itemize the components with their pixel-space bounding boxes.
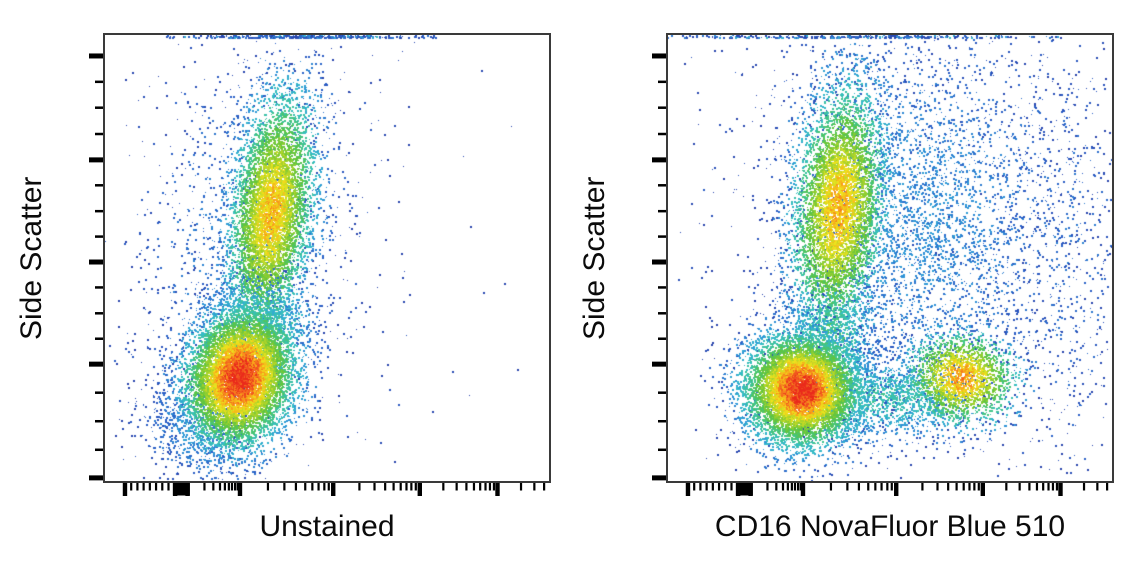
y-axis-label: Side Scatter: [15, 176, 48, 340]
y-axis-label: Side Scatter: [578, 176, 611, 340]
x-axis-ticks: [122, 483, 546, 496]
y-axis-ticks: [652, 53, 666, 481]
x-axis-label: Unstained: [259, 510, 395, 543]
flow-panel-unstained: Side Scatter Unstained: [0, 0, 562, 566]
x-axis-ticks: [685, 483, 1109, 496]
flow-panel-cd16: Side Scatter CD16 NovaFluor Blue 510: [563, 0, 1125, 566]
x-axis-label: CD16 NovaFluor Blue 510: [714, 510, 1066, 543]
plot-area: [103, 33, 551, 483]
y-axis-ticks: [89, 53, 103, 481]
plot-area: [666, 33, 1114, 483]
density-canvas: [668, 35, 1112, 481]
density-canvas: [105, 35, 549, 481]
